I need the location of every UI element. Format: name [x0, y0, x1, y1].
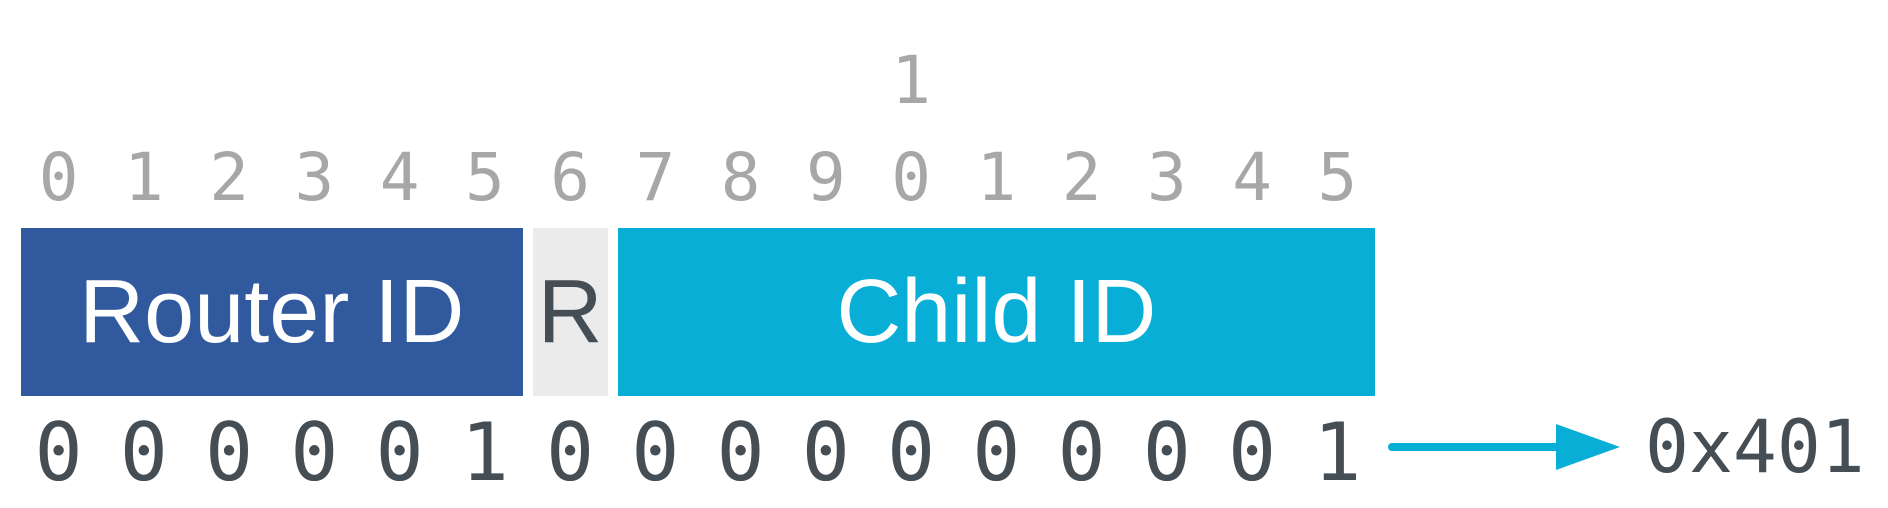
bit-index-cell: 2	[1061, 139, 1102, 216]
hex-value: 0x401	[1645, 405, 1865, 490]
bit-index-cell: 4	[1232, 139, 1272, 216]
bit-tens-cell	[272, 42, 357, 119]
binary-bit-cell: 1	[1313, 406, 1362, 499]
bit-index-cell: 1	[976, 139, 1017, 216]
binary-bit-cell: 0	[290, 406, 339, 499]
binary-bit-cell: 0	[546, 406, 595, 499]
field-r-flag-label: R	[537, 262, 603, 362]
bit-index-cell: 0	[891, 139, 931, 216]
binary-bit-cell: 0	[972, 406, 1021, 499]
bit-tens-cell	[954, 42, 1039, 119]
bit-tens-cell: 1	[891, 42, 931, 119]
bit-tens-cell	[1210, 42, 1295, 119]
binary-bit-cell: 0	[631, 406, 680, 499]
bit-tens-cell	[1039, 42, 1124, 119]
bit-index-cell: 6	[550, 139, 590, 216]
field-router-id: Router ID	[21, 228, 523, 396]
bit-index-cell: 3	[294, 139, 335, 216]
binary-bit-cell: 0	[34, 406, 83, 499]
field-child-id: Child ID	[617, 228, 1375, 396]
bit-index-cell: 2	[209, 139, 249, 216]
binary-bit-cell: 0	[716, 406, 765, 499]
bit-tens-cell	[613, 42, 698, 119]
binary-bit-cell: 0	[119, 406, 168, 499]
bit-index-cell: 9	[806, 139, 846, 216]
binary-bit-cell: 0	[1228, 406, 1277, 499]
bit-index-cell: 5	[1317, 139, 1358, 216]
bit-index-cell: 5	[465, 139, 505, 216]
binary-bit-cell: 0	[1057, 406, 1106, 499]
binary-bit-cell: 0	[887, 406, 936, 499]
binary-bit-cell: 0	[801, 406, 850, 499]
bit-tens-cell	[357, 42, 442, 119]
field-child-id-label: Child ID	[836, 262, 1157, 362]
bit-tens-cell	[783, 42, 868, 119]
binary-bit-cell: 0	[1142, 406, 1191, 499]
field-boxes-row: Router ID R Child ID	[16, 228, 1380, 396]
bit-tens-cell	[442, 42, 527, 119]
right-arrow-icon	[1556, 424, 1620, 470]
bit-tens-cell	[101, 42, 186, 119]
field-router-id-label: Router ID	[79, 262, 465, 362]
binary-value-row: 0 0 0 0 0 1 0 0 0 0 0 0 0 0 0 1	[16, 406, 1380, 499]
bit-ruler-row: 0 1 2 3 4 5 6 7 8 9 0 1 2 3 4 5	[16, 139, 1380, 216]
bit-index-cell: 3	[1147, 139, 1187, 216]
bit-index-cell: 1	[124, 139, 164, 216]
bit-index-cell: 0	[38, 139, 79, 216]
right-arrow-line	[1388, 443, 1564, 451]
bit-tens-cell	[698, 42, 783, 119]
bit-index-cell: 8	[720, 139, 761, 216]
binary-bit-cell: 0	[205, 406, 254, 499]
bit-tens-cell	[16, 42, 101, 119]
bit-ruler-tens-row: 1	[16, 42, 1380, 119]
bit-tens-cell	[1124, 42, 1209, 119]
bit-index-cell: 7	[635, 139, 676, 216]
bit-tens-cell	[528, 42, 613, 119]
bit-tens-cell	[1295, 42, 1380, 119]
binary-bit-cell: 0	[375, 406, 424, 499]
bit-tens-cell	[187, 42, 272, 119]
bit-index-cell: 4	[379, 139, 420, 216]
binary-bit-cell: 1	[460, 406, 509, 499]
field-r-flag: R	[532, 228, 608, 396]
